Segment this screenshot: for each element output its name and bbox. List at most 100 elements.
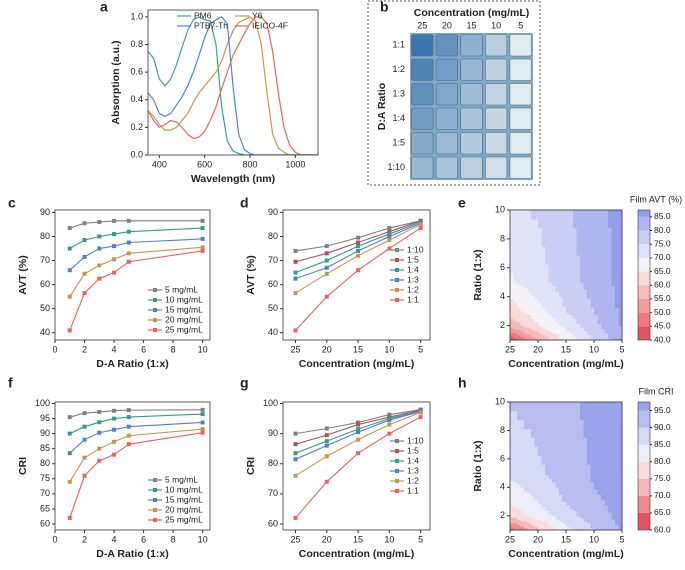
- series-line: [69, 220, 203, 229]
- contour-cell: [587, 482, 591, 485]
- contour-cell: [559, 446, 563, 456]
- contour-cell: [573, 264, 577, 274]
- contour-cell: [548, 237, 553, 247]
- contour-cell: [576, 285, 581, 289]
- contour-cell: [548, 296, 553, 299]
- contour-cell: [538, 305, 542, 308]
- contour-cell: [580, 519, 584, 522]
- contour-cell: [604, 521, 609, 524]
- contour-cell: [513, 505, 518, 508]
- contour-cell: [524, 303, 528, 307]
- contour-cell: [552, 321, 556, 325]
- contour-cell: [590, 485, 595, 488]
- contour-cell: [552, 508, 556, 511]
- contour-cell: [594, 496, 598, 499]
- contour-cell: [615, 307, 619, 310]
- contour-cell: [608, 483, 612, 486]
- contour-cell: [524, 524, 528, 527]
- contour-cell: [555, 285, 560, 289]
- contour-cell: [590, 311, 595, 314]
- contour-cell: [520, 237, 525, 247]
- contour-cell: [601, 455, 605, 465]
- contour-cell: [531, 296, 535, 299]
- contour-cell: [513, 498, 518, 501]
- contour-cell: [555, 332, 560, 335]
- contour-cell: [545, 282, 549, 285]
- contour-cell: [569, 289, 574, 292]
- contour-cell: [611, 498, 616, 501]
- contour-cell: [583, 483, 588, 486]
- contour-cell: [594, 510, 598, 513]
- colorbar-tick-label: 75.0: [654, 473, 671, 483]
- contour-cell: [517, 305, 521, 308]
- contour-cell: [552, 402, 556, 412]
- contour-cell: [566, 515, 570, 518]
- contour-cell: [520, 285, 525, 289]
- contour-cell: [548, 293, 553, 296]
- contour-cell: [545, 524, 549, 527]
- contour-cell: [520, 521, 525, 524]
- contour-cell: [559, 501, 563, 504]
- contour-cell: [527, 519, 532, 522]
- contour-cell: [573, 446, 577, 456]
- contour-cell: [611, 309, 616, 312]
- contour-cell: [611, 303, 616, 307]
- contour-cell: [548, 501, 553, 504]
- contour-cell: [601, 321, 605, 325]
- contour-cell: [583, 524, 588, 527]
- contour-cell: [555, 298, 560, 301]
- contour-cell: [576, 489, 581, 492]
- contour-cell: [531, 506, 535, 510]
- contour-cell: [615, 327, 619, 330]
- contour-cell: [562, 487, 567, 490]
- contour-cell: [545, 320, 549, 323]
- contour-cell: [510, 508, 514, 511]
- contour-cell: [566, 446, 570, 456]
- contour-cell: [594, 473, 598, 476]
- contour-cell: [601, 528, 605, 531]
- contour-cell: [527, 499, 532, 502]
- contour-cell: [520, 330, 525, 334]
- contour-cell: [541, 327, 546, 330]
- contour-cell: [562, 455, 567, 465]
- contour-cell: [597, 302, 602, 305]
- contour-cell: [580, 237, 584, 247]
- contour-cell: [538, 499, 542, 502]
- contour-cell: [590, 210, 595, 220]
- contour-cell: [611, 291, 616, 294]
- contour-cell: [548, 334, 553, 337]
- contour-cell: [580, 498, 584, 501]
- contour-cell: [545, 474, 549, 478]
- contour-cell: [608, 293, 612, 296]
- contour-cell: [611, 522, 616, 526]
- marker: [67, 294, 72, 299]
- contour-cell: [541, 316, 546, 319]
- contour-cell: [520, 298, 525, 301]
- contour-cell: [601, 480, 605, 483]
- contour-cell: [524, 437, 528, 447]
- contour-cell: [541, 311, 546, 314]
- contour-cell: [562, 334, 567, 337]
- contour-cell: [604, 510, 609, 513]
- contour-cell: [545, 298, 549, 301]
- contour-cell: [517, 487, 521, 490]
- contour-cell: [548, 314, 553, 317]
- contour-cell: [562, 492, 567, 495]
- contour-cell: [510, 473, 514, 476]
- x-tick-label: 10: [384, 344, 394, 354]
- contour-cell: [580, 428, 584, 438]
- contour-cell: [611, 318, 616, 321]
- legend-marker: [153, 288, 157, 292]
- contour-cell: [538, 294, 542, 298]
- contour-cell: [587, 320, 591, 323]
- contour-cell: [559, 489, 563, 492]
- contour-cell: [527, 474, 532, 478]
- contour-cell: [597, 455, 602, 465]
- contour-cell: [597, 330, 602, 334]
- contour-cell: [520, 284, 525, 287]
- contour-cell: [608, 287, 612, 290]
- contour-cell: [548, 519, 553, 522]
- contour-cell: [569, 524, 574, 527]
- y-tick-label: 70: [40, 488, 50, 498]
- contour-cell: [615, 246, 619, 256]
